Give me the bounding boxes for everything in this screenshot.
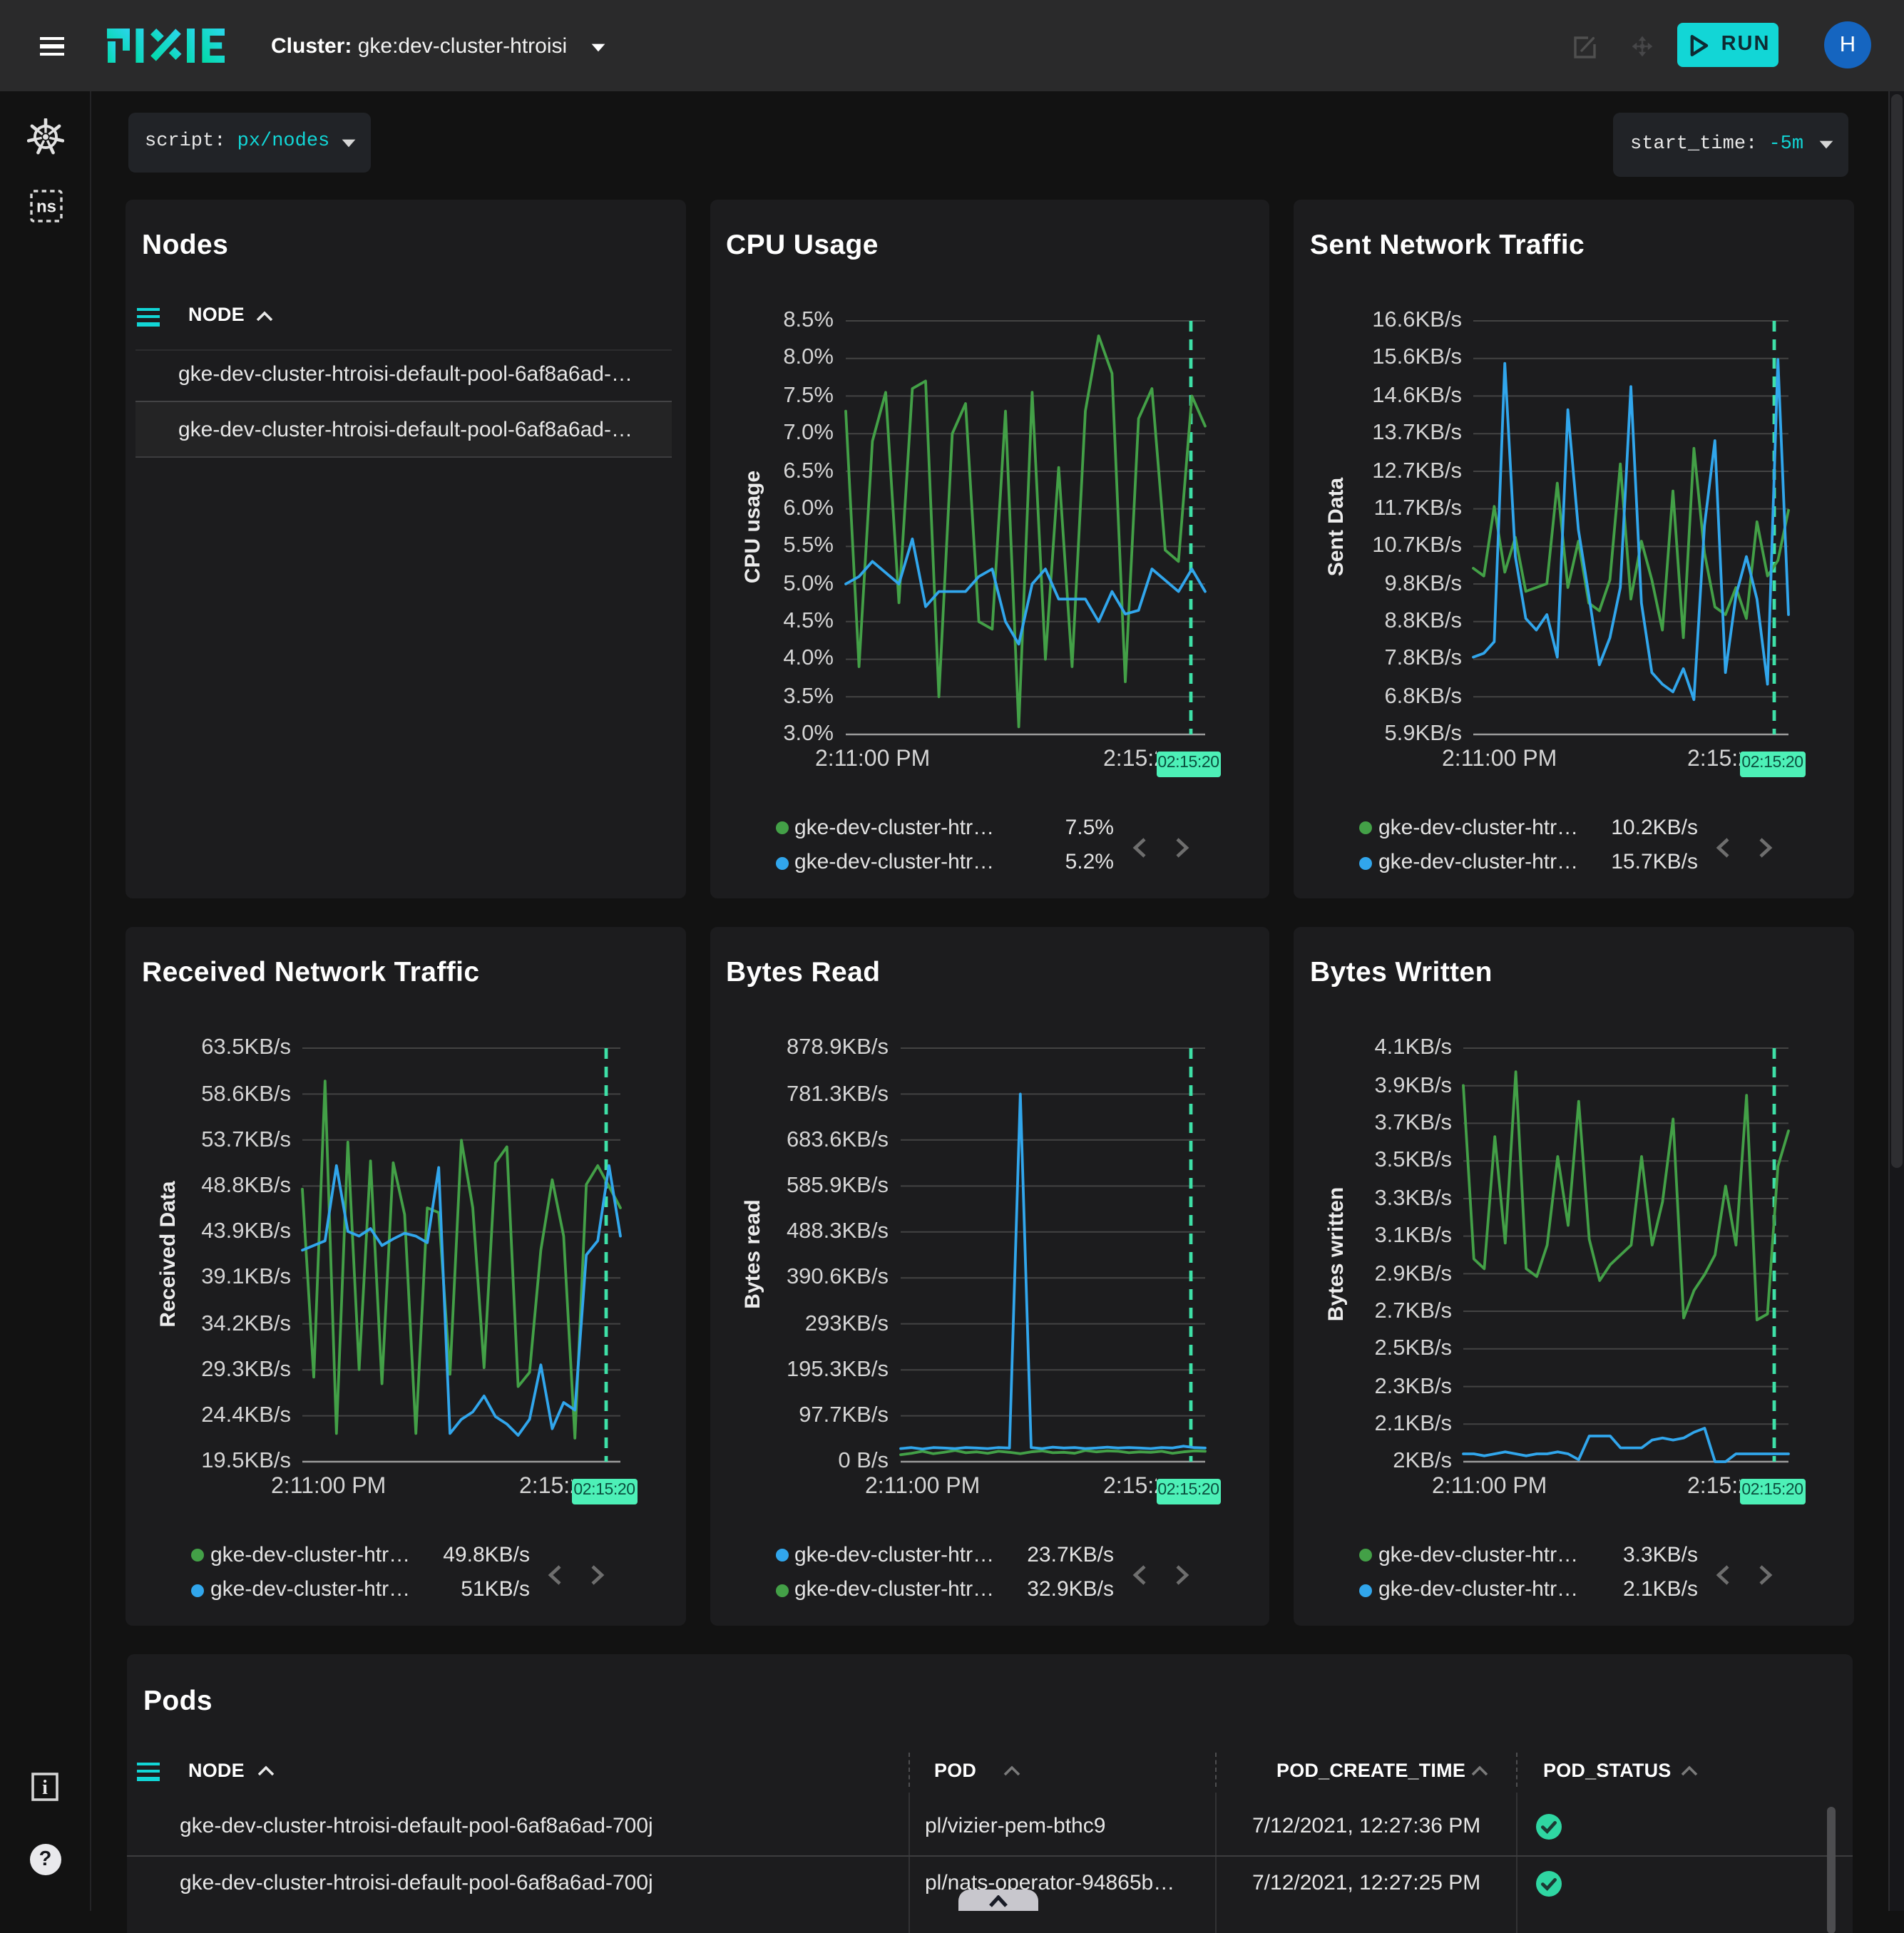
svg-text:i: i bbox=[42, 1777, 48, 1799]
svg-text:ns: ns bbox=[36, 197, 56, 216]
